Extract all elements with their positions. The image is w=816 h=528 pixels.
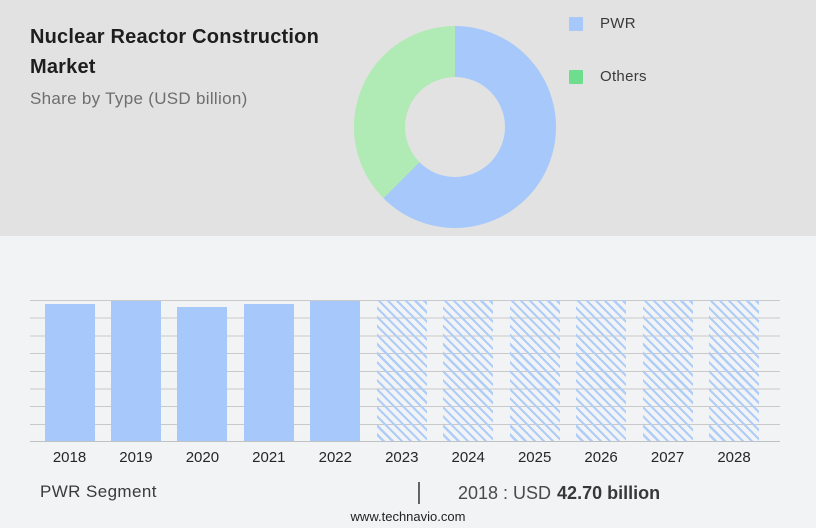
x-axis-label: 2024 bbox=[451, 449, 485, 466]
donut-hole bbox=[405, 77, 505, 177]
donut-section: Nuclear Reactor Construction Market Shar… bbox=[0, 0, 816, 236]
bar-column: 2024 bbox=[443, 300, 494, 466]
stat-value: 42.70 billion bbox=[557, 483, 661, 503]
x-axis-label: 2018 bbox=[52, 449, 87, 466]
bar-column: 2026 bbox=[576, 300, 627, 466]
bar-2024-forecast bbox=[443, 300, 494, 442]
bar-column: 2020 bbox=[177, 300, 228, 466]
bar-chart-section: 2018 2019 2020 2021 2022 2023 2024 2025 2026 2027… bbox=[0, 236, 816, 528]
bar-2022 bbox=[310, 301, 361, 442]
bar-2025-forecast bbox=[509, 300, 560, 442]
x-axis-label: 2022 bbox=[318, 449, 352, 466]
bar-column: 2028 bbox=[709, 300, 759, 466]
x-axis-label: 2020 bbox=[185, 449, 220, 466]
segment-label: PWR Segment bbox=[40, 482, 157, 501]
bar-column: 2019 bbox=[110, 300, 161, 466]
bar-column: 2025 bbox=[509, 300, 560, 466]
stat-prefix: 2018 : USD bbox=[457, 483, 552, 503]
bar-column: 2021 bbox=[243, 300, 294, 466]
x-axis-label: 2021 bbox=[252, 449, 286, 466]
bar-2027-forecast bbox=[642, 300, 693, 442]
page-subtitle: Share by Type (USD billion) bbox=[30, 89, 248, 108]
bar-2026-forecast bbox=[576, 300, 627, 442]
x-axis-label: 2026 bbox=[584, 449, 618, 466]
bar-column: 2023 bbox=[376, 300, 427, 466]
x-axis-label: 2025 bbox=[517, 449, 552, 466]
stat-callout: | 2018 : USD 42.70 billion bbox=[416, 478, 660, 505]
page-title: Nuclear Reactor Construction Market bbox=[30, 26, 319, 78]
donut-chart bbox=[354, 26, 556, 228]
x-axis-label: 2027 bbox=[650, 449, 685, 466]
x-axis-label: 2023 bbox=[385, 449, 419, 466]
heading-block: Nuclear Reactor Construction Market Shar… bbox=[30, 22, 390, 109]
x-axis-label: 2028 bbox=[717, 449, 751, 466]
bar-2020 bbox=[177, 306, 228, 442]
legend-label: Others bbox=[600, 68, 647, 85]
legend-swatch-icon bbox=[569, 16, 583, 31]
bar-column: 2027 bbox=[642, 300, 693, 466]
stat-separator: | bbox=[416, 478, 422, 504]
bar-column: 2022 bbox=[310, 300, 361, 466]
legend-label: PWR bbox=[600, 15, 636, 32]
legend-item: Others bbox=[569, 68, 647, 85]
x-axis-label: 2019 bbox=[119, 449, 153, 466]
bar-2018 bbox=[44, 304, 95, 442]
bar-chart-plot: 2018 2019 2020 2021 2022 2023 2024 2025 2026 2027… bbox=[30, 300, 780, 466]
legend-swatch-icon bbox=[569, 69, 583, 84]
bar-column: 2018 bbox=[44, 300, 95, 466]
bar-2023-forecast bbox=[376, 300, 427, 442]
website-url: www.technavio.com bbox=[350, 509, 466, 524]
legend: PWR Others bbox=[569, 15, 647, 85]
legend-item: PWR bbox=[569, 15, 647, 32]
bar-2028-forecast bbox=[709, 300, 759, 442]
bar-2021 bbox=[243, 304, 294, 442]
bar-2019 bbox=[110, 301, 161, 442]
